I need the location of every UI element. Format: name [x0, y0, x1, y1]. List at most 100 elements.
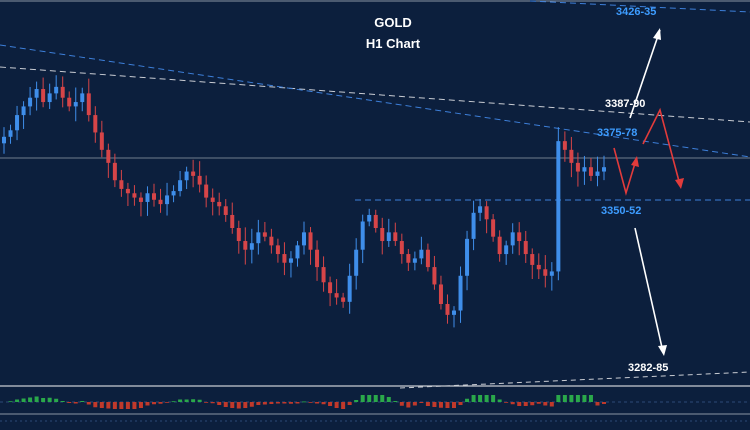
candle-body [425, 249, 430, 268]
candle-body [223, 206, 228, 215]
oscillator-bar [171, 401, 176, 403]
candle-body [575, 162, 580, 172]
oscillator-bar [373, 395, 378, 402]
candle-body [497, 236, 502, 255]
projection-arrows [613, 28, 684, 356]
oscillator-bar [8, 401, 13, 403]
oscillator-bar [478, 395, 483, 402]
oscillator-bar [269, 402, 274, 404]
oscillator-bar [367, 395, 372, 402]
candle-body [165, 195, 170, 205]
oscillator-bar [602, 402, 606, 404]
oscillator-bar [243, 402, 248, 408]
candle-body [406, 254, 411, 263]
candle-body [256, 232, 261, 244]
candle-body [67, 97, 72, 107]
candle-body [47, 93, 52, 103]
candle-body [412, 258, 417, 263]
oscillator-bar [517, 402, 522, 406]
oscillator-bar [328, 402, 333, 406]
oscillator-bar [86, 402, 91, 405]
oscillator-bar [458, 402, 463, 405]
descending-trendline-white [0, 66, 750, 123]
candle-body [236, 228, 241, 242]
candle-body [249, 243, 254, 250]
level-label-3350: 3350-52 [601, 205, 641, 217]
oscillator-bar [595, 402, 600, 406]
candle-body [321, 267, 326, 283]
candle-body [34, 89, 39, 98]
oscillator-bar [138, 402, 143, 408]
red-zigzag-arrow [613, 147, 637, 196]
oscillator-bar [412, 402, 417, 406]
candle-body [119, 180, 124, 189]
level-label-3426: 3426-35 [616, 6, 656, 18]
oscillator-bar [262, 402, 267, 405]
candle-body [478, 206, 483, 213]
candle-body [15, 115, 20, 131]
oscillator-bar [315, 402, 320, 404]
candle-body [125, 188, 130, 194]
candle-body [536, 264, 541, 270]
oscillator-bar [34, 396, 39, 402]
candle-body [315, 249, 320, 268]
oscillator-bar [217, 402, 222, 405]
oscillator-bar [210, 402, 215, 404]
candle-body [158, 199, 163, 205]
candle-body [393, 232, 398, 242]
candle-body [530, 254, 535, 265]
candle-body [360, 221, 365, 250]
candle-body [54, 86, 59, 94]
oscillator-bar [288, 402, 293, 404]
oscillator-bar [399, 402, 404, 406]
oscillator-bar [230, 402, 235, 408]
oscillator-bar [302, 401, 306, 403]
oscillator-bar [41, 398, 46, 402]
oscillator-bar [15, 399, 20, 402]
oscillator-bar [197, 399, 202, 402]
oscillator-bar [465, 398, 470, 402]
oscillator-bar [249, 402, 254, 407]
candle-body [210, 197, 215, 202]
oscillator-bar [497, 399, 502, 402]
oscillator-bar [223, 402, 228, 407]
candle-body [86, 93, 91, 116]
candle-body [302, 232, 306, 246]
candle-body [73, 102, 78, 107]
candle-body [171, 191, 176, 196]
bullish-arrow-head [653, 28, 661, 40]
candle-body [328, 282, 333, 294]
candle-body [367, 214, 372, 222]
candle-body [2, 136, 6, 144]
oscillator-bar [191, 399, 196, 402]
red-arrow-head-down [675, 178, 684, 189]
candle-body [243, 241, 248, 250]
candle-body [230, 214, 235, 228]
bearish-arrow [634, 227, 664, 353]
oscillator-bar [393, 401, 398, 402]
candle-body [438, 284, 443, 304]
candle-body [595, 171, 600, 176]
upper-resistance-trendline [529, 0, 750, 13]
candle-body [380, 228, 385, 242]
candle-body [282, 254, 287, 263]
candle-body [288, 258, 293, 263]
candle-body [504, 245, 509, 255]
oscillator-bar [588, 395, 593, 402]
candle-body [191, 171, 196, 176]
oscillator-bar [491, 395, 496, 402]
candle-body [204, 184, 209, 198]
candle-body [347, 275, 352, 302]
lower-support-trendline [399, 371, 750, 389]
candle-body [28, 97, 33, 107]
oscillator-bar [510, 402, 515, 405]
oscillator-bar [152, 402, 156, 405]
oscillator-bar [47, 397, 52, 402]
candle-body [523, 241, 528, 255]
bullish-arrow [629, 29, 661, 119]
candle-body [275, 245, 280, 255]
oscillator-bar [549, 402, 554, 407]
candle-body [588, 167, 593, 176]
